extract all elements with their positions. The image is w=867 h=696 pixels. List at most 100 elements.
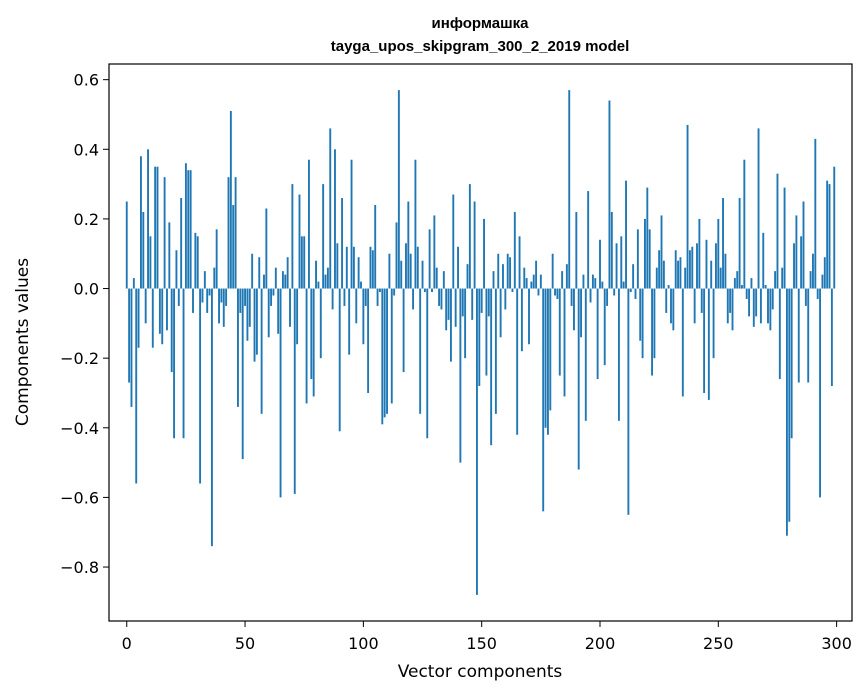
bar: [776, 173, 779, 289]
bar: [556, 288, 559, 299]
bar: [764, 285, 767, 289]
bar: [135, 288, 138, 484]
x-axis-label: Vector components: [398, 662, 563, 682]
bar: [830, 288, 833, 387]
bar: [613, 288, 616, 296]
bar: [416, 246, 419, 289]
bar: [681, 288, 684, 397]
bar: [397, 90, 400, 289]
bar: [267, 288, 270, 338]
bar: [759, 288, 762, 324]
bar: [674, 250, 677, 289]
y-tick-label: 0.4: [74, 140, 99, 159]
bar: [719, 267, 722, 289]
bar: [279, 288, 282, 498]
bar: [137, 288, 140, 348]
bar: [696, 243, 698, 289]
bar: [790, 288, 793, 439]
bar: [213, 267, 216, 289]
bar: [606, 288, 609, 306]
bar: [457, 246, 459, 289]
bar: [130, 288, 133, 407]
bar: [336, 243, 339, 289]
bar: [738, 198, 741, 289]
bar: [343, 288, 346, 306]
y-tick-label: −0.4: [60, 419, 99, 438]
bar: [722, 198, 724, 289]
bar: [194, 232, 197, 289]
bar: [677, 260, 680, 289]
bar: [781, 267, 784, 289]
bar: [601, 281, 604, 289]
bar: [331, 288, 334, 310]
bar: [833, 166, 836, 289]
plot-frame: [108, 63, 853, 622]
bar: [414, 159, 417, 289]
bar: [272, 288, 275, 296]
bar: [814, 138, 817, 289]
bar: [386, 288, 388, 414]
y-tick-label: −0.6: [60, 488, 99, 507]
bar: [748, 288, 751, 317]
bar: [210, 288, 213, 547]
bar: [542, 288, 545, 512]
bar: [374, 204, 377, 289]
bar: [203, 271, 206, 289]
bar: [355, 288, 358, 324]
bar: [464, 288, 467, 359]
bar: [582, 274, 585, 289]
bar: [634, 288, 637, 299]
bar: [227, 177, 230, 289]
bar: [326, 267, 329, 289]
bar: [539, 274, 542, 289]
bar: [523, 267, 526, 289]
bar: [769, 288, 772, 331]
bar: [241, 288, 244, 460]
bar: [783, 187, 786, 289]
x-tick-label: 250: [703, 634, 734, 653]
bar: [525, 278, 528, 289]
bar: [665, 288, 668, 313]
x-tick-label: 300: [821, 634, 852, 653]
bar: [625, 180, 627, 289]
bar: [177, 288, 180, 306]
x-tick-label: 100: [348, 634, 379, 653]
bar: [705, 239, 708, 289]
bar: [419, 288, 422, 414]
bar: [184, 163, 187, 289]
bar: [499, 288, 502, 338]
bar: [161, 288, 164, 345]
bar: [225, 288, 228, 306]
bar: [352, 246, 355, 289]
bar: [277, 288, 280, 334]
bar: [492, 271, 495, 289]
bar: [821, 274, 824, 289]
bar: [490, 288, 493, 446]
bar: [253, 288, 256, 362]
bar: [208, 288, 211, 296]
bar: [329, 128, 332, 289]
bar: [158, 288, 161, 334]
y-tick-label: 0.2: [74, 210, 99, 229]
bar: [726, 288, 729, 324]
bar: [573, 288, 575, 331]
bar: [767, 288, 769, 324]
bar: [622, 281, 625, 289]
bar: [402, 288, 405, 373]
bar: [707, 288, 710, 400]
x-tick-label: 0: [122, 634, 132, 653]
bar: [580, 288, 583, 338]
bar: [584, 288, 587, 421]
bar: [383, 288, 386, 418]
bar: [509, 257, 512, 289]
bar: [449, 288, 452, 362]
bar: [322, 184, 325, 289]
x-tick-label: 50: [235, 634, 255, 653]
bar: [199, 288, 202, 484]
bar: [471, 288, 474, 320]
bar: [729, 288, 732, 313]
bar: [549, 288, 552, 411]
bar: [393, 288, 396, 296]
bar: [324, 274, 327, 289]
